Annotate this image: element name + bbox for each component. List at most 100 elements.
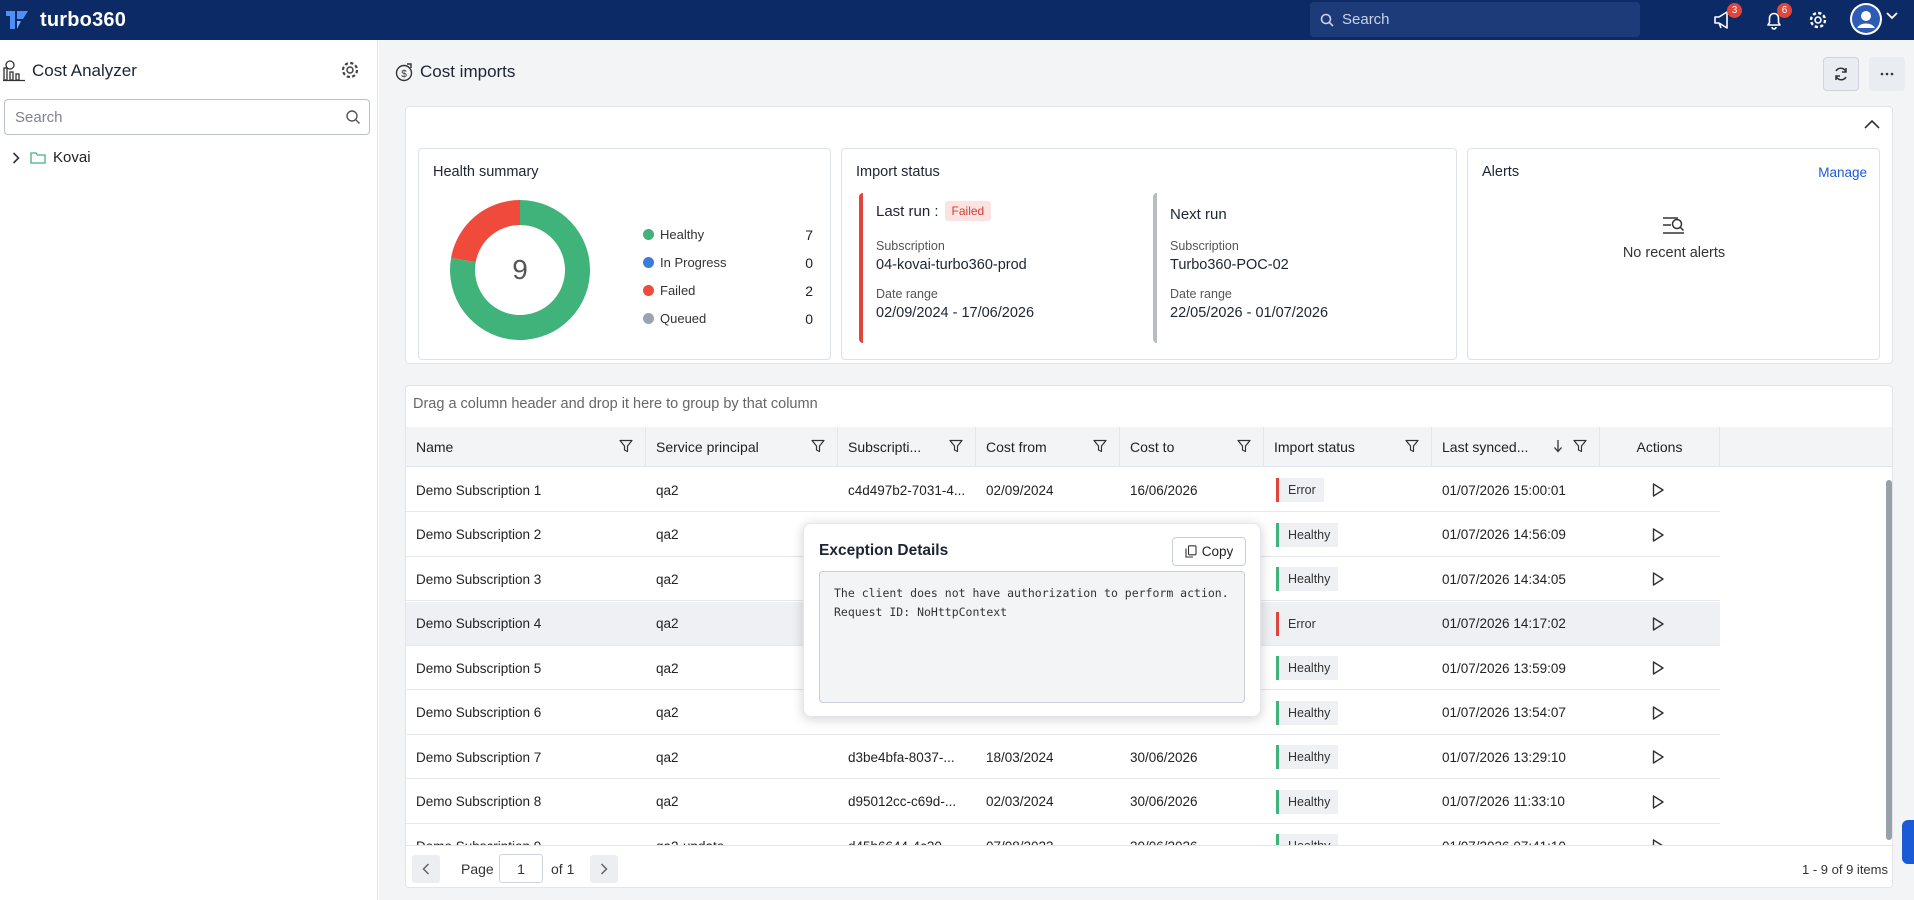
notifications-button[interactable]: 6 <box>1760 3 1792 34</box>
table-row[interactable]: Demo Subscription 1 qa2 c4d497b2-7031-4...… <box>406 468 1720 512</box>
table-row[interactable]: Demo Subscription 7 qa2 d3be4bfa-8037-... 1… <box>406 735 1720 779</box>
cell-from: 18/03/2024 <box>986 749 1054 765</box>
manage-alerts-link[interactable]: Manage <box>1818 165 1867 180</box>
sidebar-search-input[interactable] <box>15 108 335 126</box>
import-status-title: Import status <box>856 164 940 180</box>
megaphone-icon <box>1714 11 1728 29</box>
status-badge[interactable]: Healthy <box>1276 789 1339 814</box>
cell-last-synced: 01/07/2026 13:54:07 <box>1442 705 1566 720</box>
user-avatar[interactable] <box>1850 3 1882 35</box>
more-horizontal-icon <box>1880 72 1894 76</box>
run-import-icon[interactable] <box>1651 571 1665 587</box>
chevron-up-icon[interactable] <box>1864 119 1880 129</box>
table-row[interactable]: Demo Subscription 8 qa2 d95012cc-c69d-... 0… <box>406 780 1720 824</box>
filter-icon[interactable] <box>1093 439 1107 453</box>
top-bar: turbo360 Search 3 6 <box>0 0 1914 40</box>
legend-failed: Failed 2 <box>643 283 813 299</box>
tree-item-kovai[interactable]: Kovai <box>12 149 91 166</box>
table-row[interactable]: Demo Subscription 6 qa2 Healthy 01/07/2026 … <box>406 691 1720 735</box>
cell-sp: qa2 <box>656 705 679 720</box>
legend-queued: Queued 0 <box>643 310 813 327</box>
cell-status: Healthy <box>1276 646 1339 690</box>
cell-last-synced: 01/07/2026 14:34:05 <box>1442 571 1566 587</box>
filter-icon[interactable] <box>619 439 633 453</box>
chevron-down-icon[interactable] <box>1886 12 1898 20</box>
filter-icon[interactable] <box>811 439 825 453</box>
grid-scrollbar[interactable] <box>1886 480 1892 840</box>
run-import-icon[interactable] <box>1651 527 1665 543</box>
run-import-icon[interactable] <box>1651 794 1665 810</box>
global-search-input[interactable]: Search <box>1310 2 1640 37</box>
cell-sp: qa2 <box>656 794 679 809</box>
exception-message[interactable]: The client does not have authorization t… <box>819 571 1245 703</box>
donut-slice-failed[interactable] <box>451 200 520 263</box>
status-badge[interactable]: Healthy <box>1276 567 1339 591</box>
run-import-icon[interactable] <box>1651 705 1665 721</box>
run-import-icon[interactable] <box>1651 749 1665 765</box>
next-page-button[interactable] <box>590 855 618 883</box>
announcements-button[interactable]: 3 <box>1710 3 1742 34</box>
copy-button[interactable]: Copy <box>1172 537 1246 566</box>
filter-icon[interactable] <box>1237 439 1251 453</box>
filter-icon[interactable] <box>1573 439 1587 453</box>
status-badge[interactable]: Error <box>1276 478 1324 502</box>
run-import-icon[interactable] <box>1651 616 1665 632</box>
column-label: Actions <box>1636 439 1683 455</box>
cell-actions <box>1651 735 1665 779</box>
sort-descending-icon[interactable] <box>1553 439 1563 453</box>
cell-to: 30/06/2026 <box>1130 749 1198 765</box>
legend-in-progress: In Progress 0 <box>643 255 813 271</box>
previous-page-button[interactable] <box>412 855 440 883</box>
column-label: Import status <box>1274 439 1355 455</box>
last-run-block: Last run : Failed Subscription 04-kovai-… <box>859 193 1129 343</box>
alerts-title: Alerts <box>1482 164 1520 180</box>
column-header-cost-to[interactable]: Cost to <box>1120 427 1264 467</box>
cell-to: 30/06/2026 <box>1130 794 1198 809</box>
legend-value: 7 <box>805 226 813 243</box>
more-options-button[interactable] <box>1869 57 1905 91</box>
sidebar-title: Cost Analyzer <box>32 61 137 80</box>
search-icon[interactable] <box>345 109 361 125</box>
summary-panel: Health summary 9 Healthy 7 In Progress 0… <box>405 106 1893 364</box>
legend-value: 0 <box>805 310 813 327</box>
group-by-drop-zone[interactable]: Drag a column header and drop it here to… <box>413 396 818 412</box>
cost-analyzer-icon <box>3 60 25 82</box>
column-label: Last synced... <box>1442 439 1529 455</box>
status-badge[interactable]: Error <box>1276 611 1324 636</box>
column-header-import-status[interactable]: Import status <box>1264 427 1432 467</box>
refresh-button[interactable] <box>1823 57 1859 91</box>
filter-icon[interactable] <box>949 439 963 453</box>
column-header-last-synced[interactable]: Last synced... <box>1432 427 1600 467</box>
run-import-icon[interactable] <box>1651 660 1665 676</box>
filter-icon[interactable] <box>1405 439 1419 453</box>
next-run-block: Next run Subscription Turbo360-POC-02 Da… <box>1153 193 1433 343</box>
last-run-date-range-label: Date range <box>876 287 938 301</box>
cell-from: 02/03/2024 <box>986 794 1054 809</box>
column-header-service-principal[interactable]: Service principal <box>646 427 838 467</box>
brand[interactable]: turbo360 <box>4 7 126 33</box>
column-header-subscription[interactable]: Subscripti... <box>838 427 976 467</box>
settings-button[interactable] <box>1804 6 1832 34</box>
next-run-subscription-label: Subscription <box>1170 239 1239 253</box>
help-side-tab[interactable] <box>1902 820 1914 864</box>
status-badge[interactable]: Healthy <box>1276 700 1339 725</box>
health-total: 9 <box>512 254 528 285</box>
cell-last-synced: 01/07/2026 14:56:09 <box>1442 527 1566 542</box>
status-badge[interactable]: Healthy <box>1276 656 1339 680</box>
column-header-name[interactable]: Name <box>406 427 646 467</box>
cell-sp: qa2 <box>656 482 679 498</box>
cell-name: Demo Subscription 4 <box>416 616 542 631</box>
sidebar-search <box>4 99 370 135</box>
run-import-icon[interactable] <box>1651 482 1665 498</box>
column-header-cost-from[interactable]: Cost from <box>976 427 1120 467</box>
page-number-input[interactable] <box>499 854 543 883</box>
page-label: Page <box>461 861 494 877</box>
chevron-right-icon[interactable] <box>12 151 20 164</box>
donut-slice-healthy[interactable] <box>450 200 590 340</box>
cell-name: Demo Subscription 5 <box>416 660 542 676</box>
tree-item-label: Kovai <box>53 149 91 166</box>
status-badge[interactable]: Healthy <box>1276 745 1339 769</box>
status-badge[interactable]: Healthy <box>1276 522 1339 547</box>
sidebar-settings-icon[interactable] <box>340 60 360 80</box>
cell-to: 16/06/2026 <box>1130 482 1198 498</box>
